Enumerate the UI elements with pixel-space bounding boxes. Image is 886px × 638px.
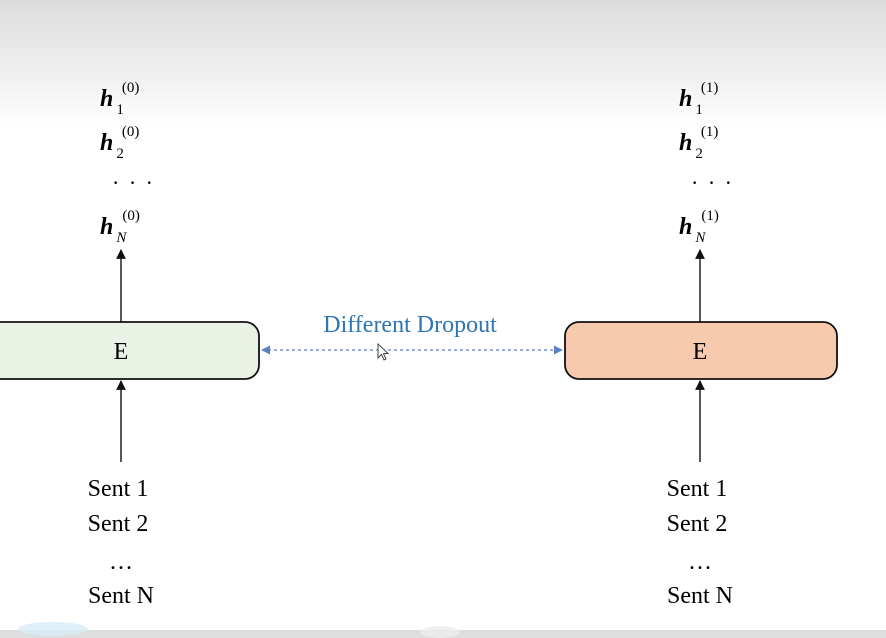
left-input-sent-1: Sent 1 [88, 476, 149, 502]
dropout-connector: Different Dropout [261, 312, 563, 355]
right-output-h1-var: h [679, 86, 692, 112]
right-output-hN-var: h [679, 214, 692, 240]
left-output-h2-sub: 2 [116, 146, 124, 162]
left-input-sent-n: Sent N [88, 583, 154, 609]
right-output-hN-sup: (1) [701, 208, 719, 224]
left-output-hN-sub: N [115, 230, 127, 246]
right-input-sent-n: Sent N [667, 583, 733, 609]
left-encoder: E [0, 321, 260, 380]
left-output-h1-var: h [100, 86, 113, 112]
bottom-decoration-center [420, 626, 460, 638]
right-output-h2-var: h [679, 130, 692, 156]
left-encoder-label: E [114, 339, 129, 365]
left-output-hN-var: h [100, 214, 113, 240]
right-output-h1-sup: (1) [701, 80, 719, 96]
right-output-hN-sub: N [694, 230, 706, 246]
right-input-ellipsis: … [688, 549, 712, 575]
right-inputs: Sent 1 Sent 2 … Sent N [667, 476, 733, 609]
right-input-sent-2: Sent 2 [667, 511, 728, 537]
left-output-h1-sub: 1 [116, 102, 124, 118]
right-output-ellipsis: · · · [691, 170, 734, 195]
right-encoder-label: E [693, 339, 708, 365]
left-inputs: Sent 1 Sent 2 … Sent N [88, 476, 154, 609]
left-output-hN: h N (0) [100, 208, 140, 246]
left-input-sent-2: Sent 2 [88, 511, 149, 537]
right-output-h2-sup: (1) [701, 124, 719, 140]
right-output-hN: h N (1) [679, 208, 719, 246]
right-encoder: E [564, 321, 838, 380]
dropout-label: Different Dropout [323, 312, 497, 338]
left-output-hN-sup: (0) [122, 208, 140, 224]
right-output-h1: h 1 (1) [679, 80, 718, 118]
left-encoder-box [0, 321, 260, 380]
mouse-cursor-icon [377, 342, 390, 361]
left-outputs: h 1 (0) h 2 (0) · · · h N (0) [100, 80, 155, 246]
right-output-h2-sub: 2 [695, 146, 703, 162]
right-output-h1-sub: 1 [695, 102, 703, 118]
left-output-h2: h 2 (0) [100, 124, 139, 162]
left-output-h2-sup: (0) [122, 124, 140, 140]
right-encoder-box [564, 321, 838, 380]
right-input-sent-1: Sent 1 [667, 476, 728, 502]
left-output-h1: h 1 (0) [100, 80, 139, 118]
bottom-decoration-left [18, 622, 88, 636]
left-input-ellipsis: … [109, 549, 133, 575]
right-outputs: h 1 (1) h 2 (1) · · · h N (1) [679, 80, 734, 246]
left-output-ellipsis: · · · [112, 170, 155, 195]
right-output-h2: h 2 (1) [679, 124, 718, 162]
left-output-h1-sup: (0) [122, 80, 140, 96]
left-output-h2-var: h [100, 130, 113, 156]
